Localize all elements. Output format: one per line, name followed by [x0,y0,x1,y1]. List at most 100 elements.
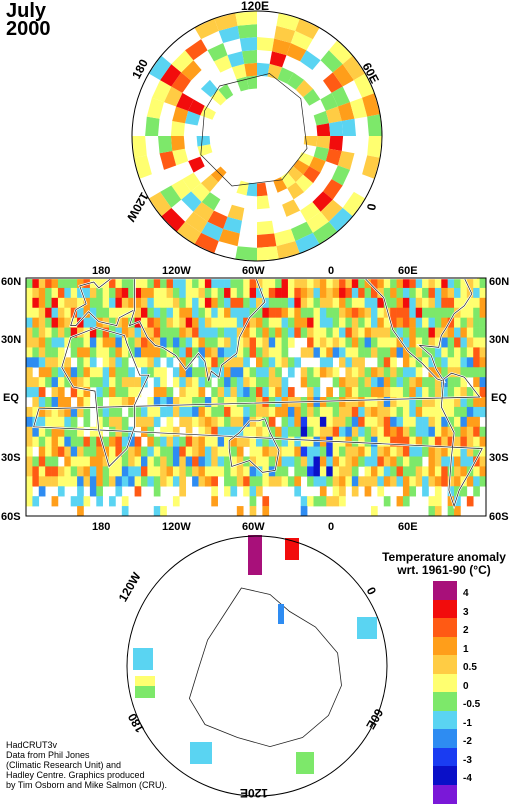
anomaly-cell [128,476,135,487]
anomaly-cell [179,397,187,408]
anomaly-cell [447,347,455,358]
anomaly-cell [434,506,442,517]
anomaly-cell [256,278,263,289]
anomaly-cell [256,367,263,378]
anomaly-cell [447,486,455,497]
anomaly-cell [153,456,161,467]
anomaly-cell [198,456,206,467]
anomaly-cell [383,387,391,398]
anomaly-cell [396,347,404,358]
anomaly-cell [351,367,359,378]
anomaly-cell [166,456,174,467]
anomaly-cell [390,446,397,457]
anomaly-cell [313,456,321,467]
anomaly-cell [64,397,72,408]
anomaly-cell [422,347,429,358]
anomaly-cell [307,387,314,398]
anomaly-cell [96,397,103,408]
anomaly-cell [147,327,155,338]
anomaly-cell [339,466,346,477]
anomaly-cell [466,436,474,447]
anomaly-cell [402,337,410,348]
anomaly-cell [128,307,135,318]
anomaly-cell [102,327,110,338]
anomaly-cell [460,278,468,289]
anomaly-cell [428,436,436,447]
anomaly-cell [172,317,180,328]
north-cell [295,232,320,254]
anomaly-cell [454,347,461,358]
north-coast [200,73,308,187]
anomaly-cell [141,367,148,378]
anomaly-cell [185,466,193,477]
anomaly-cell [281,278,289,289]
anomaly-cell [45,436,52,447]
anomaly-cell [70,317,78,328]
anomaly-cell [32,476,40,487]
anomaly-cell [268,367,276,378]
anomaly-cell [307,317,314,328]
south-cell [135,686,155,698]
anomaly-cell [262,456,270,467]
anomaly-cell [319,416,327,428]
anomaly-cell [454,317,461,328]
anomaly-cell [57,357,65,368]
anomaly-cell [172,436,180,447]
anomaly-cell [383,287,391,299]
anomaly-cell [326,426,333,437]
anomaly-cell [83,347,91,358]
anomaly-cell [351,347,359,358]
anomaly-cell [371,436,378,447]
anomaly-cell [77,278,84,289]
anomaly-cell [466,496,474,507]
anomaly-cell [313,387,321,398]
anomaly-cell [57,347,65,358]
anomaly-cell [198,476,206,487]
anomaly-cell [192,456,199,467]
anomaly-cell [402,317,410,328]
anomaly-cell [345,307,353,318]
anomaly-cell [383,367,391,378]
anomaly-cell [434,496,442,507]
anomaly-cell [236,317,244,328]
anomaly-cell [57,317,65,328]
anomaly-cell [319,426,327,437]
anomaly-cell [307,278,314,289]
anomaly-cell [77,317,84,328]
anomaly-cell [307,416,314,428]
anomaly-cell [479,456,487,467]
anomaly-cell [345,446,353,457]
anomaly-cell [371,456,378,467]
anomaly-cell [249,466,257,477]
anomaly-cell [230,287,238,299]
anomaly-cell [89,287,97,299]
anomaly-cell [38,486,46,497]
anomaly-cell [166,297,174,309]
anomaly-cell [441,426,448,437]
anomaly-cell [64,377,72,388]
anomaly-cell [434,337,442,348]
anomaly-cell [166,466,174,477]
anomaly-cell [198,387,206,398]
anomaly-cell [160,317,167,328]
north-cell [298,152,314,167]
anomaly-cell [281,426,289,437]
anomaly-cell [70,436,78,447]
anomaly-cell [409,466,417,477]
anomaly-cell [422,416,429,428]
anomaly-cell [153,377,161,388]
anomaly-cell [390,367,397,378]
anomaly-cell [230,347,238,358]
anomaly-cell [115,406,123,418]
anomaly-cell [32,397,40,408]
anomaly-cell [351,278,359,289]
anomaly-cell [160,406,167,418]
anomaly-cell [396,307,404,318]
anomaly-cell [287,297,295,309]
north-cell [235,246,257,261]
anomaly-cell [275,287,282,299]
anomaly-cell [256,436,263,447]
anomaly-cell [256,426,263,437]
anomaly-cell [147,466,155,477]
anomaly-cell [70,278,78,289]
